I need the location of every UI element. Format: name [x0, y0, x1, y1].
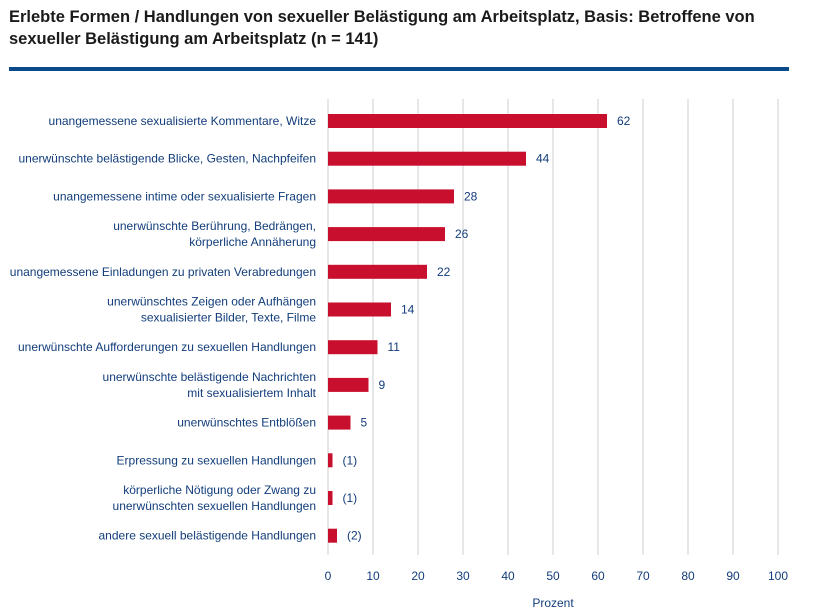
x-tick-label: 80 — [681, 569, 695, 583]
bar-value-label: 14 — [401, 303, 415, 317]
bar-value-label: 11 — [388, 340, 401, 354]
bar — [328, 528, 337, 543]
x-tick-label: 70 — [636, 569, 650, 583]
bar — [328, 415, 351, 430]
category-label: unerwünschte Berührung, Bedrängen, körper… — [113, 219, 316, 249]
x-tick-label: 30 — [456, 569, 470, 583]
bar — [328, 453, 333, 468]
category-label: unangemessene Einladungen zu privaten Ve… — [10, 265, 316, 279]
bar — [328, 227, 445, 242]
bar — [328, 114, 607, 128]
x-axis-title: Prozent — [532, 596, 574, 610]
category-label: unerwünschte Aufforderungen zu sexuellen… — [18, 340, 316, 354]
category-label: unangemessene intime oder sexualisierte … — [53, 189, 316, 203]
title-rule — [9, 67, 789, 71]
bar — [328, 264, 427, 279]
chart-title: Erlebte Formen / Handlungen von sexuelle… — [9, 8, 755, 48]
x-tick-label: 60 — [591, 569, 605, 583]
bar-value-label: 5 — [361, 416, 368, 430]
bar-value-label: 9 — [379, 378, 386, 392]
bar — [328, 491, 333, 505]
bar-value-label: 44 — [536, 152, 550, 166]
bar — [328, 340, 378, 355]
category-label: unerwünschtes Zeigen oder Aufhängen sexua… — [107, 295, 316, 325]
bar-value-label: 26 — [455, 227, 469, 241]
category-label: körperliche Nötigung oder Zwang zu unerwü… — [113, 483, 316, 513]
x-tick-label: 100 — [768, 569, 788, 583]
bar-value-label: (2) — [347, 529, 362, 543]
category-label: unerwünschtes Entblößen — [177, 416, 316, 430]
x-tick-label: 20 — [411, 569, 425, 583]
bar-value-label: 62 — [617, 114, 631, 128]
category-label: Erpressung zu sexuellen Handlungen — [117, 453, 316, 467]
bar-value-label: (1) — [343, 491, 358, 505]
bar-value-label: 22 — [437, 265, 451, 279]
bar — [328, 377, 369, 392]
category-label: unangemessene sexualisierte Kommentare, … — [49, 114, 317, 128]
bar-value-label: (1) — [343, 453, 358, 467]
category-label: andere sexuell belästigende Handlungen — [99, 529, 317, 543]
category-label: unerwünschte belästigende Nachrichten mit… — [103, 370, 317, 400]
x-tick-label: 90 — [726, 569, 740, 583]
bar — [328, 302, 391, 317]
x-tick-label: 50 — [546, 569, 560, 583]
bar — [328, 189, 454, 204]
category-label: unerwünschte belästigende Blicke, Gesten… — [18, 152, 316, 166]
x-tick-label: 10 — [366, 569, 380, 583]
x-tick-label: 40 — [501, 569, 515, 583]
bar-value-label: 28 — [464, 189, 478, 203]
x-tick-label: 0 — [325, 569, 332, 583]
bar — [328, 151, 526, 166]
